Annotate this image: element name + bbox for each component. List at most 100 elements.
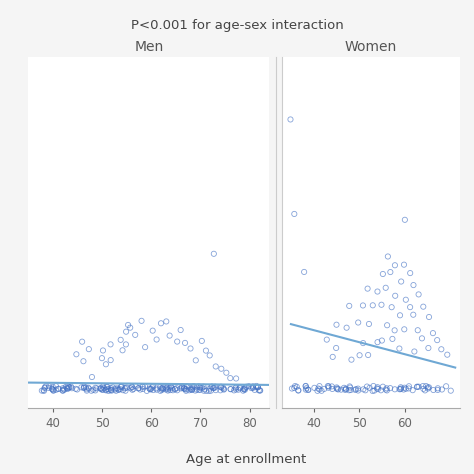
Point [396,311,404,319]
Point [360,385,367,393]
Point [236,384,243,392]
Point [351,386,359,393]
Point [419,303,427,310]
Point [193,386,201,393]
Point [103,383,110,391]
Point [186,383,194,391]
Point [291,383,299,390]
Point [62,383,70,391]
Point [405,384,412,392]
Point [42,382,50,390]
Point [171,385,179,393]
Point [188,386,196,393]
Point [374,338,381,346]
Title: Men: Men [134,40,164,55]
Point [383,384,391,392]
Point [64,383,72,390]
Point [235,386,242,393]
Point [146,386,154,393]
Point [391,262,399,269]
Point [121,384,128,392]
Point [396,345,403,352]
Point [65,383,73,391]
Point [195,386,202,394]
Title: Women: Women [345,40,397,55]
Point [328,383,336,390]
Point [342,385,350,393]
Point [73,386,81,393]
Point [302,382,310,390]
Point [374,383,381,391]
Point [128,383,136,391]
Point [374,385,382,393]
Point [65,383,73,391]
Point [41,384,48,392]
Point [111,386,119,393]
Point [323,336,330,343]
Point [211,383,219,391]
Point [105,387,112,395]
Point [159,385,167,393]
Point [206,352,213,359]
Point [324,382,332,390]
Point [187,345,194,352]
Point [434,386,441,394]
Point [83,385,91,393]
Point [157,319,165,327]
Point [173,386,181,394]
Point [424,385,432,392]
Point [389,335,396,343]
Point [424,383,432,391]
Point [200,383,207,391]
Point [83,387,91,394]
Point [153,336,160,343]
Point [162,386,170,393]
Point [402,385,410,392]
Point [410,281,417,289]
Point [64,385,72,393]
Point [59,384,67,392]
Point [210,384,217,392]
Point [59,386,66,394]
Point [88,373,96,381]
Point [374,288,381,295]
Point [178,383,186,390]
Point [405,383,413,390]
Point [153,384,160,392]
Point [139,383,147,391]
Point [232,384,239,392]
Point [177,384,184,392]
Point [148,383,156,391]
Point [149,386,157,394]
Point [429,329,437,337]
Point [50,386,57,394]
Point [392,292,399,300]
Point [80,384,87,392]
Point [386,268,394,276]
Point [177,326,184,334]
Point [208,383,215,391]
Point [173,338,181,346]
Point [218,383,225,391]
Point [114,384,121,392]
Point [240,385,247,393]
Point [167,383,174,391]
Point [254,383,262,391]
Point [397,385,404,393]
Point [132,382,139,390]
Point [38,387,46,394]
Point [91,387,99,394]
Point [52,383,60,390]
Point [137,386,144,393]
Point [153,386,161,393]
Point [158,386,165,394]
Point [117,336,125,344]
Point [433,337,441,344]
Point [249,383,256,391]
Point [383,387,391,394]
Point [222,369,230,376]
Point [369,387,376,395]
Point [139,385,146,392]
Point [107,341,114,348]
Point [119,386,127,394]
